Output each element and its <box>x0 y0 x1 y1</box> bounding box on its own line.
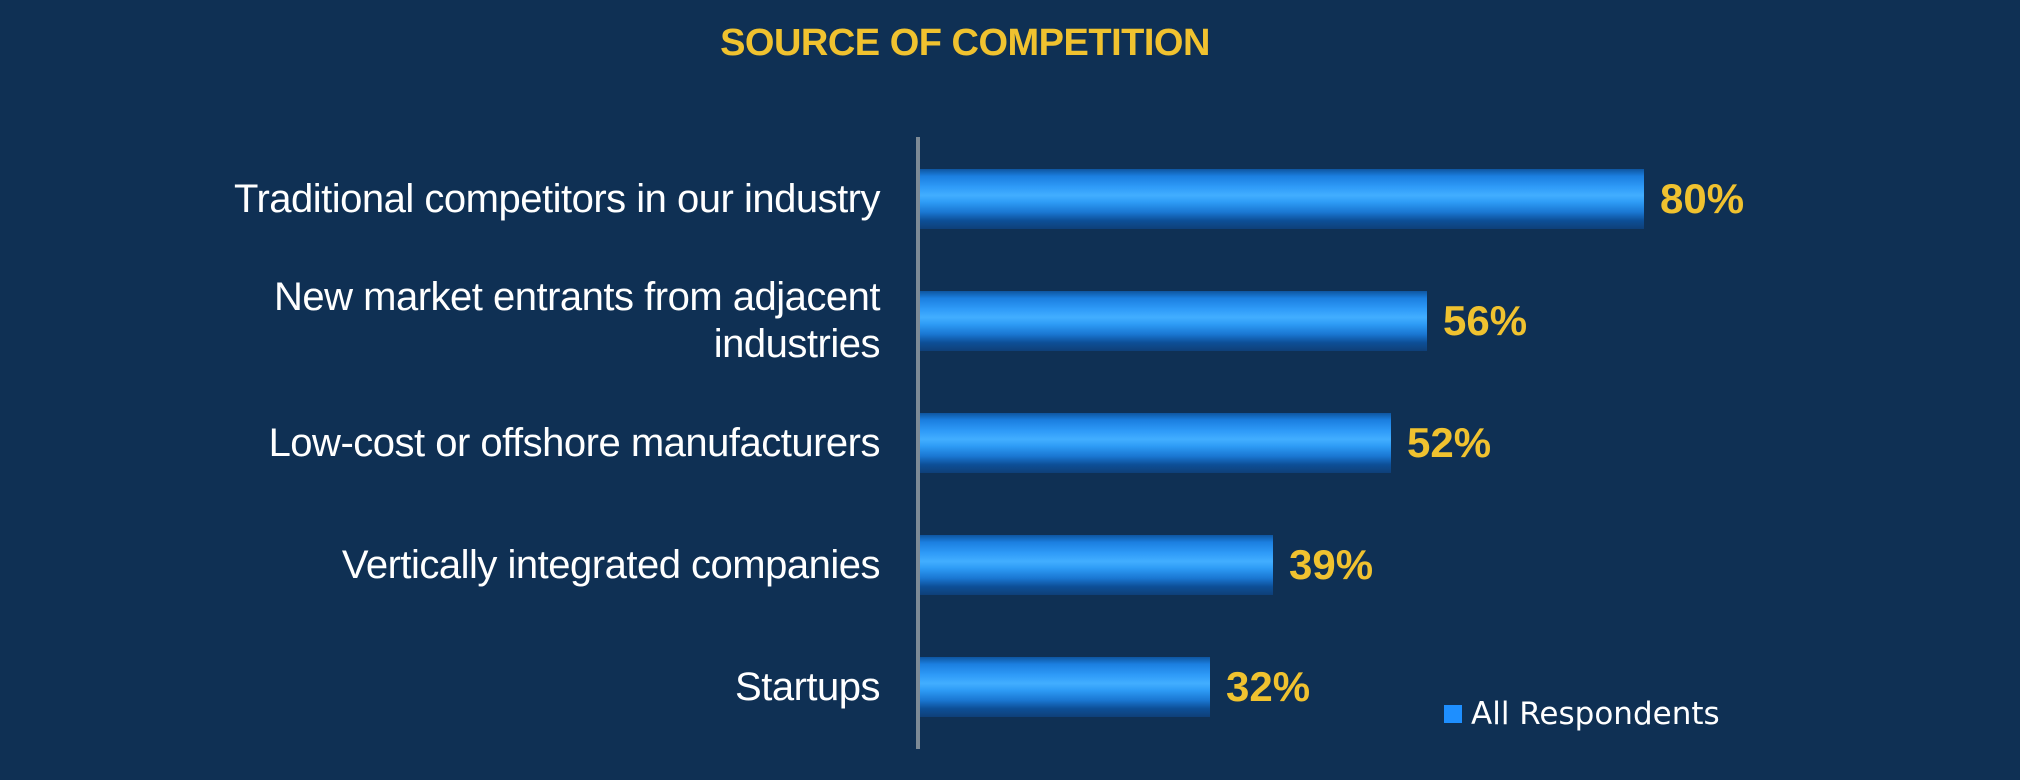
bar <box>920 657 1210 717</box>
bar-area: 56% <box>920 291 1527 351</box>
chart-row: Vertically integrated companies 39% <box>0 504 2020 626</box>
category-label: Traditional competitors in our industry <box>234 176 880 221</box>
value-label: 56% <box>1443 297 1528 344</box>
category-label: Startups <box>735 664 880 709</box>
chart-row: New market entrants from adjacent indust… <box>0 260 2020 382</box>
bar <box>920 413 1391 473</box>
bar-area: 39% <box>920 535 1373 595</box>
chart-title: SOURCE OF COMPETITION <box>720 22 1210 64</box>
value-label: 52% <box>1407 419 1492 466</box>
value-label: 39% <box>1289 541 1374 588</box>
category-label: New market entrants from adjacent indust… <box>274 275 880 366</box>
bar <box>920 535 1273 595</box>
bar-area: 32% <box>920 657 1310 717</box>
chart-row: Low-cost or offshore manufacturers 52% <box>0 382 2020 504</box>
bar <box>920 169 1644 229</box>
bar-area: 80% <box>920 169 1744 229</box>
axis-line <box>916 137 920 749</box>
legend: All Respondents <box>1444 696 1720 732</box>
value-label: 32% <box>1226 663 1311 710</box>
chart-row: Traditional competitors in our industry 8… <box>0 138 2020 260</box>
legend-label: All Respondents <box>1471 696 1720 732</box>
legend-marker-icon <box>1444 705 1462 723</box>
bar <box>920 291 1427 351</box>
value-label: 80% <box>1660 175 1745 222</box>
category-label: Vertically integrated companies <box>341 542 881 587</box>
chart-rows: Traditional competitors in our industry 8… <box>0 138 2020 748</box>
bar-area: 52% <box>920 413 1491 473</box>
category-label: Low-cost or offshore manufacturers <box>268 420 881 465</box>
chart-row: Startups 32% <box>0 626 2020 748</box>
